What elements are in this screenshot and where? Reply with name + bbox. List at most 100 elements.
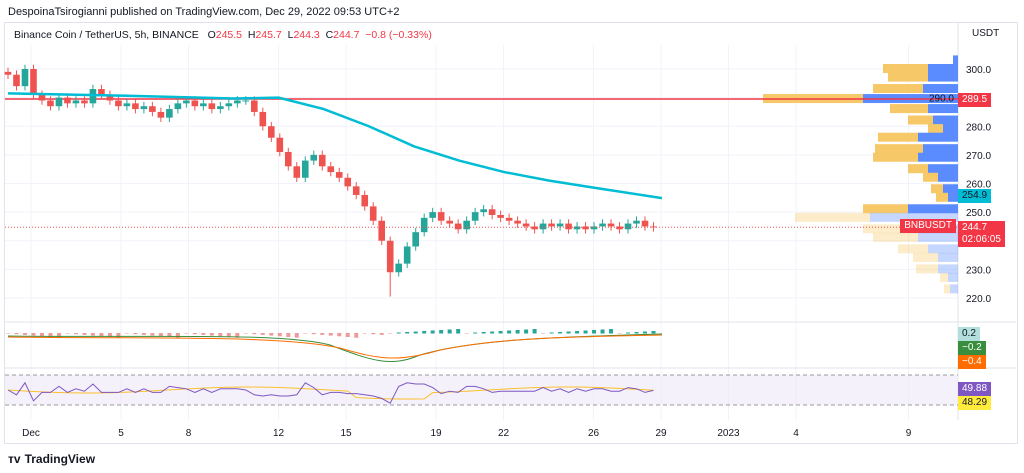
volume-profile-up-bar <box>938 172 958 182</box>
candle-body <box>633 220 640 224</box>
volume-profile-down-bar <box>873 84 923 94</box>
macd-histogram-bar <box>371 333 376 335</box>
macd-histogram-bar <box>218 333 223 337</box>
signal-line <box>7 334 663 359</box>
candle-body <box>327 166 335 173</box>
candle-body <box>429 212 436 218</box>
candle-body <box>140 106 148 110</box>
volume-profile-up-bar <box>870 212 958 222</box>
open-label: O <box>207 29 216 41</box>
candle-body <box>369 206 377 221</box>
tradingview-logo[interactable]: ᴛᴠ TradingView <box>8 452 95 466</box>
candle-body <box>55 97 63 107</box>
candle-body <box>166 109 173 118</box>
candle-body <box>72 100 80 104</box>
macd-histogram-bar <box>286 333 291 337</box>
candle-body <box>38 94 46 101</box>
x-tick-label: 29 <box>655 428 667 439</box>
macd-histogram-bar <box>141 333 146 335</box>
candle-body <box>378 220 386 241</box>
macd-histogram-bar <box>320 333 325 335</box>
macd-histogram-bar <box>158 333 163 337</box>
macd-histogram-bar <box>422 331 427 334</box>
candle-body <box>225 103 233 107</box>
volume-profile-up-bar <box>923 144 958 154</box>
candle-body <box>318 154 326 167</box>
macd-histogram-bar <box>481 332 486 334</box>
macd-histogram-bar <box>413 331 418 334</box>
macd-histogram-bar <box>405 332 410 334</box>
volume-profile-up-bar <box>908 204 958 214</box>
volume-profile-down-bar <box>940 272 948 282</box>
volume-profile-up-bar <box>938 252 958 262</box>
y-tick-label: 220.0 <box>966 294 991 305</box>
macd-histogram-bar <box>507 330 512 334</box>
candle-body <box>565 223 572 230</box>
candle-body <box>81 100 88 104</box>
candle-body <box>47 100 54 107</box>
volume-profile-down-bar <box>873 152 918 162</box>
macd-histogram-bar <box>48 333 53 337</box>
macd-histogram-bar <box>252 333 257 335</box>
volume-profile-down-bar <box>928 124 943 134</box>
candle-body <box>599 223 606 227</box>
rsi-ma-label: 48.29 <box>958 396 992 410</box>
macd-histogram-bar <box>184 333 189 334</box>
volume-profile-up-bar <box>948 272 958 282</box>
candle-body <box>531 226 538 230</box>
close-label: C <box>325 29 334 41</box>
candle-body <box>488 209 496 215</box>
macd-histogram-bar <box>294 333 299 338</box>
macd-histogram-bar <box>31 333 36 336</box>
candle-body <box>590 226 598 230</box>
macd-histogram-bar <box>303 333 308 334</box>
x-tick-label: 9 <box>906 428 912 439</box>
volume-profile-down-bar <box>890 104 928 114</box>
volume-profile-up-bar <box>928 64 958 73</box>
volume-profile-down-bar <box>944 284 950 294</box>
volume-profile-up-bar <box>928 72 958 82</box>
candle-body <box>149 106 156 112</box>
macd-histogram-bar <box>14 333 19 335</box>
macd-histogram-bar <box>566 331 571 334</box>
x-tick-label: Dec <box>22 428 40 439</box>
tv-logo-icon: ᴛᴠ <box>8 452 21 466</box>
macd-histogram-bar <box>498 331 503 334</box>
candle-body <box>471 212 479 221</box>
candle-body <box>183 100 190 104</box>
macd-histogram-bar <box>651 331 656 334</box>
x-tick-label: 4 <box>793 428 799 439</box>
candle-body <box>132 103 139 110</box>
y-tick-label: 270.0 <box>966 151 991 162</box>
candle-body <box>30 69 37 95</box>
volume-profile-down-bar <box>913 252 938 262</box>
y-tick-label: 290.0 <box>929 94 954 105</box>
macd-histogram-bar <box>337 333 342 337</box>
macd-histogram-bar <box>379 333 384 335</box>
candle-body <box>616 226 623 230</box>
macd-histogram-bar <box>447 329 452 334</box>
symbol-name[interactable]: Binance Coin / TetherUS, 5h, BINANCE <box>14 29 199 41</box>
volume-profile-down-bar <box>898 244 928 254</box>
volume-profile-up-bar <box>943 124 958 134</box>
rsi-line <box>7 381 654 404</box>
macd-histogram-bar <box>56 333 61 338</box>
macd-histogram-bar <box>175 333 180 338</box>
volume-profile-down-bar <box>936 192 948 202</box>
volume-profile-down-bar <box>795 212 870 222</box>
volume-profile-up-bar <box>928 244 958 254</box>
y-tick-label: 230.0 <box>966 265 991 276</box>
low-value: 244.3 <box>293 29 320 41</box>
volume-profile-up-bar <box>938 264 958 274</box>
volume-profile-up-bar <box>943 184 958 194</box>
volume-profile-down-bar <box>878 132 918 142</box>
volume-profile-up-bar <box>928 164 958 174</box>
x-tick-label: 22 <box>498 428 510 439</box>
candle-body <box>344 177 352 187</box>
macd-histogram-bar <box>209 333 214 336</box>
macd-histogram-bar <box>90 333 95 336</box>
candle-body <box>251 100 258 112</box>
candle-body <box>403 246 411 264</box>
macd-histogram-bar <box>107 333 112 337</box>
